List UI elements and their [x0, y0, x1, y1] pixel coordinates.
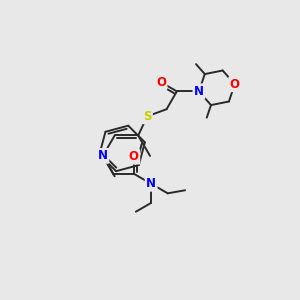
Text: O: O	[156, 76, 166, 89]
Text: N: N	[146, 177, 156, 190]
Text: O: O	[129, 150, 139, 163]
Text: S: S	[143, 110, 152, 123]
Text: N: N	[98, 149, 108, 162]
Text: N: N	[194, 85, 204, 98]
Text: O: O	[230, 78, 240, 91]
